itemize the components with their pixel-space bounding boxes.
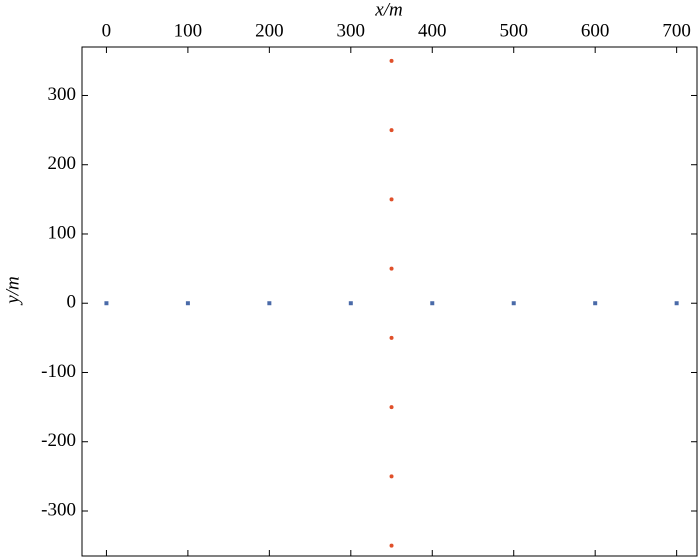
x-tick-label: 400	[418, 20, 447, 41]
x-tick-label: 700	[662, 20, 691, 41]
point	[389, 474, 394, 479]
x-tick-label: 200	[255, 20, 284, 41]
y-tick-label: -200	[41, 430, 76, 451]
point	[389, 58, 394, 63]
point	[267, 301, 272, 306]
x-tick-label: 600	[581, 20, 610, 41]
point	[104, 301, 109, 306]
point	[348, 301, 353, 306]
point	[389, 335, 394, 340]
x-axis-label: x/m	[374, 0, 402, 20]
plot-frame	[81, 46, 698, 557]
y-tick-label: -300	[41, 499, 76, 520]
x-tick-label: 100	[174, 20, 203, 41]
point	[185, 301, 190, 306]
y-tick-label: 300	[48, 84, 77, 105]
point	[389, 405, 394, 410]
y-tick-label: 200	[48, 153, 77, 174]
y-axis-label: y/m	[2, 276, 23, 305]
x-tick-label: 300	[337, 20, 366, 41]
point	[389, 128, 394, 133]
y-tick-label: -100	[41, 361, 76, 382]
point	[511, 301, 516, 306]
point	[389, 266, 394, 271]
x-tick-label: 500	[499, 20, 528, 41]
point	[593, 301, 598, 306]
x-tick-label: 0	[102, 20, 112, 41]
point	[389, 543, 394, 548]
point	[389, 197, 394, 202]
point	[430, 301, 435, 306]
y-tick-label: 0	[67, 292, 77, 313]
point	[674, 301, 679, 306]
y-tick-label: 100	[48, 222, 77, 243]
